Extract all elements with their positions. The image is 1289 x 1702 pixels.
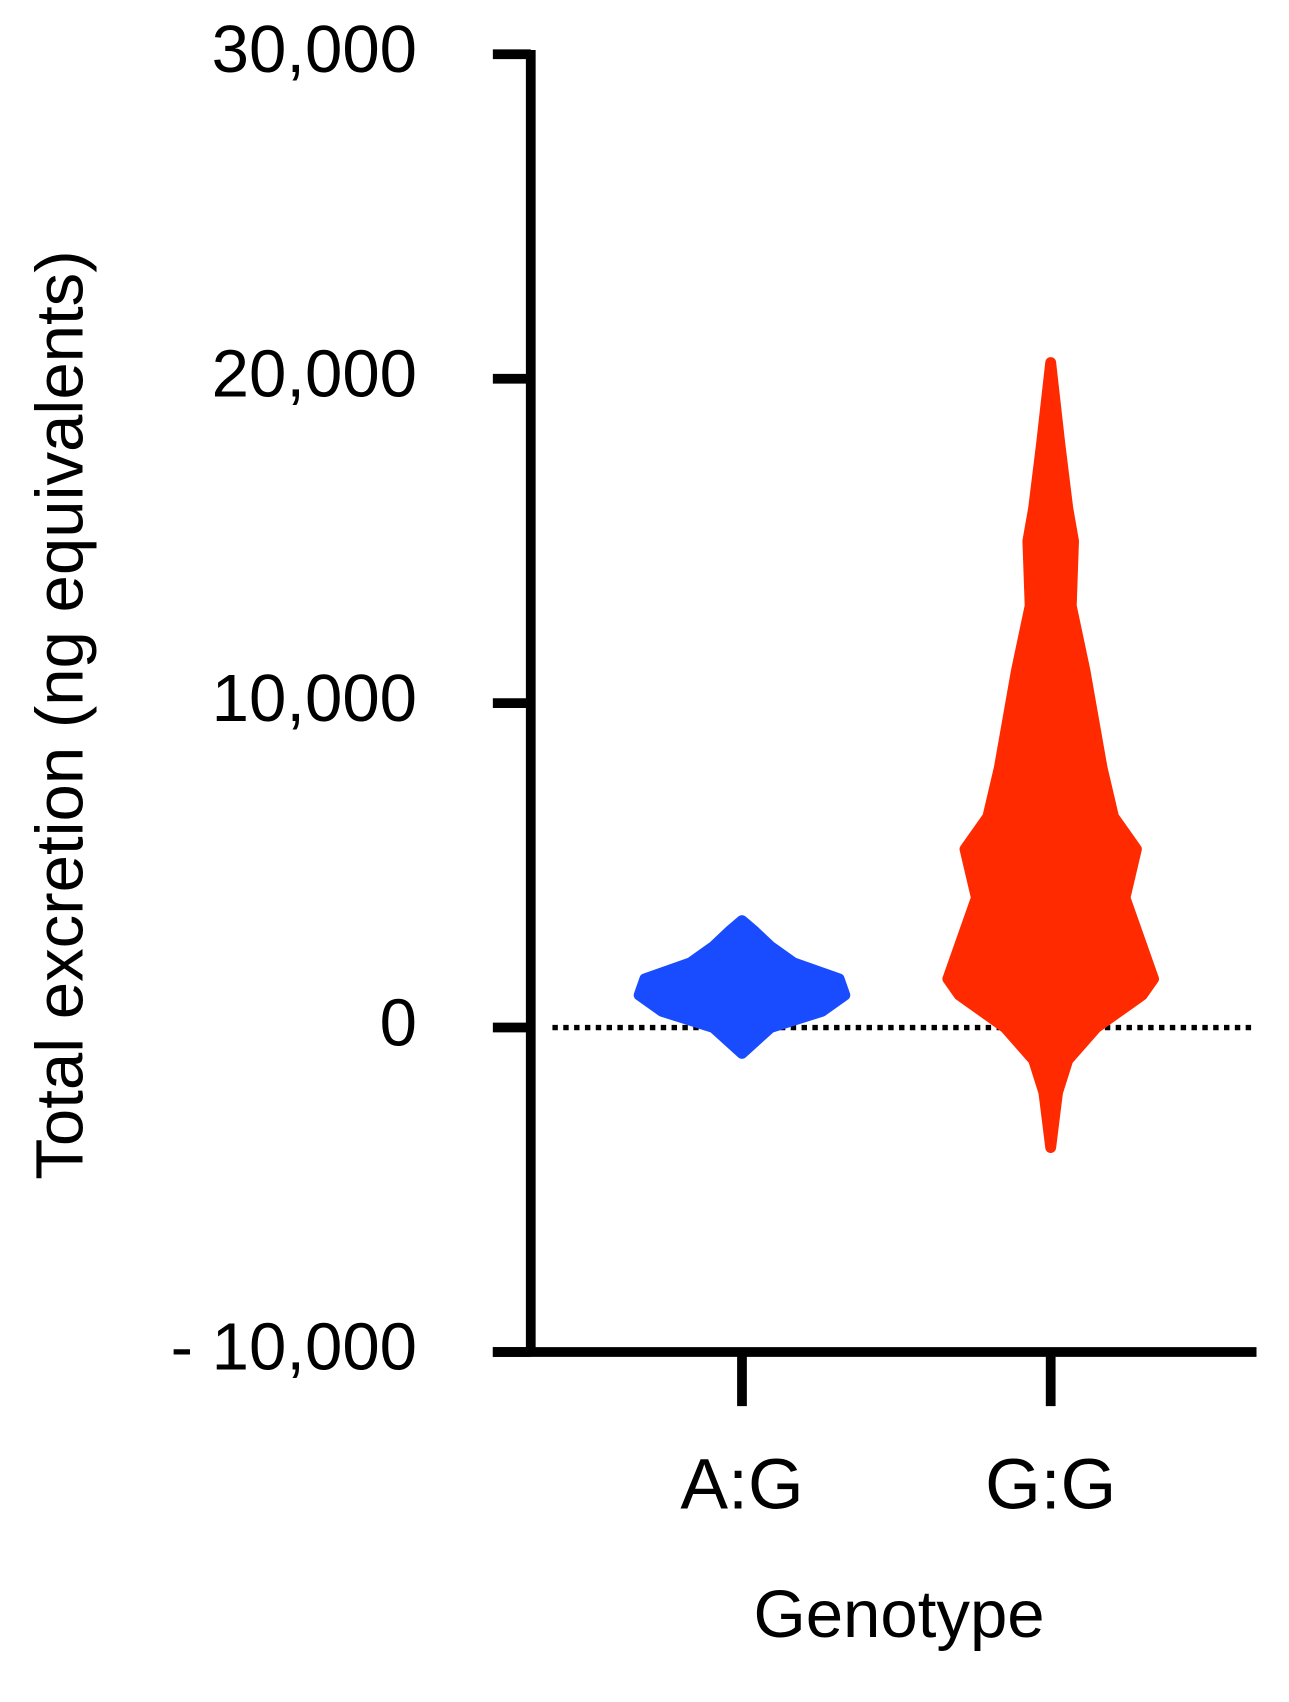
violin: [633, 915, 851, 1059]
x-tick-label: G:G: [985, 1444, 1116, 1524]
y-axis-label: Total excretion (ng equivalents): [23, 250, 98, 1179]
y-tick-label: - 10,000: [171, 1310, 417, 1385]
x-axis-label: Genotype: [753, 1577, 1044, 1652]
y-tick-label: 0: [380, 985, 417, 1060]
y-tick-label: 30,000: [212, 12, 417, 87]
y-tick-label: 10,000: [212, 661, 417, 736]
y-tick-label: 20,000: [212, 336, 417, 411]
violin: [942, 357, 1160, 1154]
x-tick-label: A:G: [680, 1444, 803, 1524]
